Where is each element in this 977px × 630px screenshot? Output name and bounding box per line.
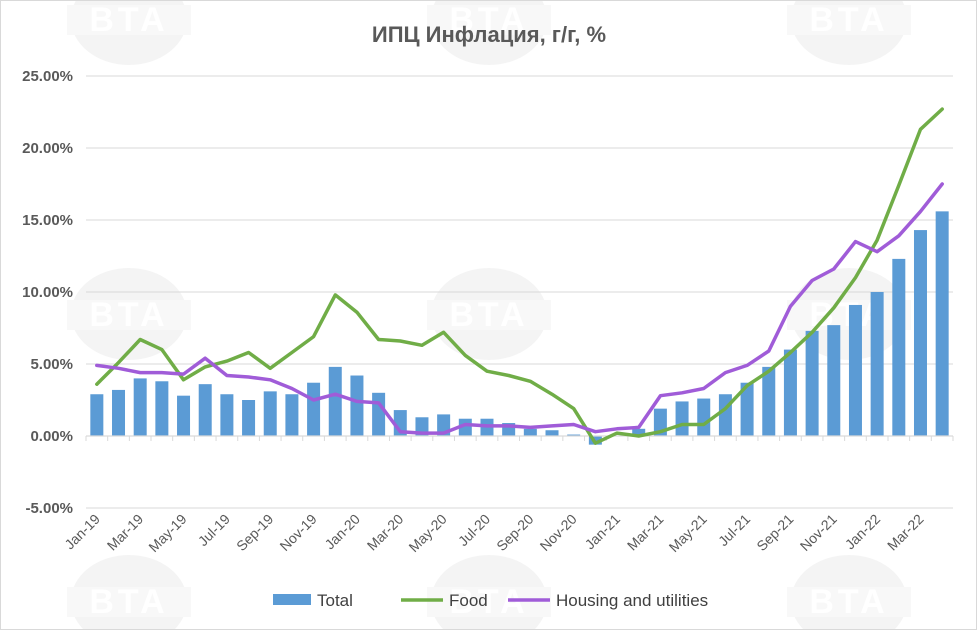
x-tick-label: May-19 bbox=[145, 511, 189, 555]
legend-item: Housing and utilities bbox=[508, 591, 708, 610]
bar-total bbox=[848, 304, 862, 436]
watermark-logo: BTA bbox=[427, 555, 551, 629]
x-tick-label: Jul-20 bbox=[455, 511, 493, 549]
legend: Total Food Housing and utilities bbox=[273, 591, 708, 610]
watermark-logo: BTA bbox=[427, 1, 551, 65]
x-axis bbox=[85, 435, 954, 441]
x-axis-ticks: Jan-19 Mar-19 May-19 Jul-19 Sep-19 Nov-19 Jan-… bbox=[61, 511, 926, 555]
bar-total bbox=[155, 381, 169, 436]
watermark-logo: BTA bbox=[67, 555, 191, 629]
watermark-logo: BTA bbox=[787, 555, 911, 629]
y-tick-label: 5.00% bbox=[30, 356, 73, 373]
line-series bbox=[95, 107, 944, 445]
chart-title: ИПЦ Инфлация, г/г, % bbox=[372, 22, 606, 47]
bar-total bbox=[805, 330, 819, 436]
watermark-text: BTA bbox=[449, 583, 528, 621]
watermark-text: BTA bbox=[89, 1, 168, 39]
watermark-logo: BTA bbox=[787, 1, 911, 65]
grid-lines bbox=[86, 75, 953, 509]
y-tick-label: 0.00% bbox=[30, 428, 73, 445]
y-tick-label: 15.00% bbox=[22, 212, 73, 229]
bar-total bbox=[263, 391, 277, 436]
bar-total bbox=[675, 401, 689, 436]
bar-total bbox=[198, 384, 212, 436]
bar-total bbox=[913, 230, 927, 436]
bar-total bbox=[242, 400, 256, 436]
watermark-text: BTA bbox=[449, 296, 528, 334]
watermark-logo: BTA bbox=[427, 268, 551, 360]
bar-total bbox=[220, 394, 234, 436]
bar-total bbox=[177, 395, 191, 436]
bar-total bbox=[870, 292, 884, 436]
watermark-text: BTA bbox=[89, 296, 168, 334]
bar-total bbox=[827, 325, 841, 436]
legend-label: Total bbox=[317, 591, 353, 610]
x-tick-label: Jan-22 bbox=[842, 511, 884, 553]
watermark-text: BTA bbox=[809, 1, 888, 39]
watermark-logo: BTA bbox=[67, 268, 191, 360]
watermark-text: BTA bbox=[449, 1, 528, 39]
y-tick-label: 20.00% bbox=[22, 140, 73, 157]
line-housing-and-utilities bbox=[95, 182, 944, 435]
x-tick-label: Mar-21 bbox=[624, 511, 667, 554]
line-food bbox=[95, 107, 944, 445]
bar-total bbox=[740, 382, 754, 436]
bar-series-total bbox=[90, 211, 949, 445]
bar-total bbox=[892, 258, 906, 436]
watermark-text: BTA bbox=[89, 583, 168, 621]
x-tick-label: Nov-21 bbox=[797, 511, 840, 554]
x-tick-label: Sep-21 bbox=[753, 511, 796, 554]
legend-item: Food bbox=[401, 591, 488, 610]
x-tick-label: Nov-20 bbox=[537, 511, 580, 554]
x-tick-label: Sep-19 bbox=[233, 511, 276, 554]
x-tick-label: May-20 bbox=[405, 511, 449, 555]
legend-item: Total bbox=[273, 591, 353, 610]
watermark-text: BTA bbox=[809, 583, 888, 621]
bar-total bbox=[372, 392, 386, 436]
bar-total bbox=[285, 394, 299, 436]
bar-total bbox=[935, 211, 949, 436]
y-tick-label: 10.00% bbox=[22, 284, 73, 301]
y-axis-ticks: -5.00% 0.00% 5.00% 10.00% 15.00% 20.00% 25.00% bbox=[22, 68, 73, 517]
x-tick-label: Mar-22 bbox=[884, 511, 927, 554]
legend-label: Housing and utilities bbox=[556, 591, 708, 610]
x-tick-label: May-21 bbox=[666, 511, 710, 555]
bar-total bbox=[632, 428, 646, 436]
bar-total bbox=[545, 430, 559, 436]
bar-total bbox=[307, 382, 321, 436]
bar-total bbox=[697, 398, 711, 436]
x-tick-label: Jul-21 bbox=[715, 511, 753, 549]
bar-total bbox=[350, 375, 364, 436]
y-tick-label: -5.00% bbox=[25, 500, 73, 517]
x-tick-label: Sep-20 bbox=[493, 511, 536, 554]
x-tick-label: Jan-20 bbox=[321, 511, 363, 553]
watermark-logo: BTA bbox=[67, 1, 191, 65]
watermark-layer: BTABTABTABTABTABTABTABTABTA bbox=[67, 1, 911, 629]
x-tick-label: Jan-21 bbox=[582, 511, 624, 553]
bar-total bbox=[567, 434, 581, 436]
legend-swatch bbox=[273, 594, 311, 605]
legend-label: Food bbox=[449, 591, 488, 610]
y-tick-label: 25.00% bbox=[22, 68, 73, 85]
bar-total bbox=[762, 366, 776, 436]
bar-total bbox=[133, 378, 147, 436]
bar-total bbox=[718, 394, 732, 436]
bar-total bbox=[328, 366, 342, 436]
bar-total bbox=[783, 349, 797, 436]
x-tick-label: Jul-19 bbox=[195, 511, 233, 549]
x-tick-label: Nov-19 bbox=[276, 511, 319, 554]
bar-total bbox=[90, 394, 104, 436]
bar-total bbox=[112, 389, 126, 436]
x-tick-label: Mar-20 bbox=[364, 511, 407, 554]
x-tick-label: Mar-19 bbox=[104, 511, 147, 554]
bar-total bbox=[523, 428, 537, 436]
